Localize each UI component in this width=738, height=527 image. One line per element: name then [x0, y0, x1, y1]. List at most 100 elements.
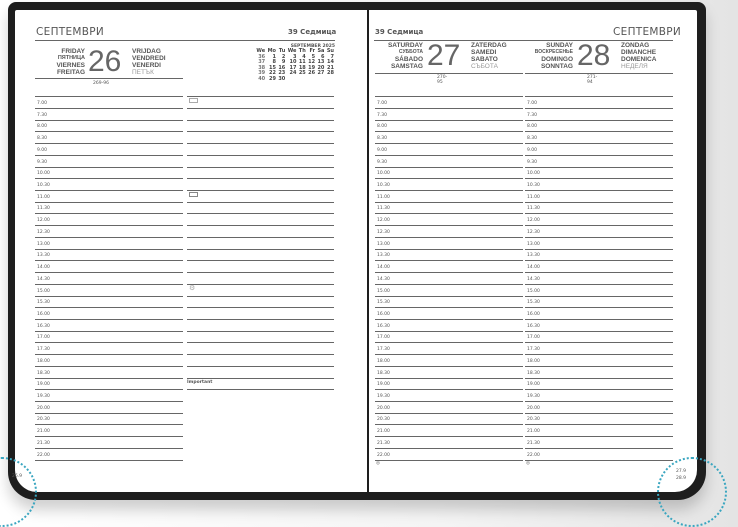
- time-slot-line[interactable]: [375, 412, 523, 414]
- calendar-day[interactable]: [286, 77, 297, 83]
- time-slot-line[interactable]: [375, 190, 523, 192]
- calendar-day[interactable]: [307, 77, 316, 83]
- time-slot-line[interactable]: [35, 213, 183, 215]
- time-slot-line[interactable]: [35, 330, 183, 332]
- time-slot-line[interactable]: [35, 190, 183, 192]
- corner-tab[interactable]: [657, 457, 727, 527]
- time-slot-line[interactable]: [375, 401, 523, 402]
- calendar-day[interactable]: 19: [308, 64, 316, 71]
- time-slot-line[interactable]: [525, 401, 673, 402]
- calendar-day[interactable]: 4: [302, 53, 306, 60]
- time-slot-line[interactable]: [35, 424, 183, 426]
- time-slot-line[interactable]: [187, 295, 334, 297]
- time-slot-line[interactable]: [187, 166, 334, 168]
- calendar-day[interactable]: [325, 77, 335, 83]
- time-slot-line[interactable]: [187, 307, 334, 309]
- time-slot-line[interactable]: [35, 459, 183, 461]
- time-slot-line[interactable]: [35, 307, 183, 309]
- time-slot-line[interactable]: [187, 108, 334, 109]
- time-slot-line[interactable]: [375, 260, 523, 262]
- time-slot-line[interactable]: [525, 108, 673, 109]
- time-slot-line[interactable]: [375, 201, 523, 203]
- calendar-day[interactable]: 16: [278, 64, 286, 71]
- time-slot-line[interactable]: [525, 436, 673, 438]
- calendar-day[interactable]: 8: [272, 59, 276, 65]
- time-slot-line[interactable]: [525, 447, 673, 449]
- time-slot-line[interactable]: [187, 330, 334, 332]
- time-slot-line[interactable]: [525, 119, 673, 121]
- time-slot-line[interactable]: [525, 424, 673, 426]
- time-slot-line[interactable]: [375, 307, 523, 309]
- time-slot-line[interactable]: [375, 236, 523, 238]
- time-slot-line[interactable]: [35, 401, 183, 402]
- time-slot-line[interactable]: [375, 248, 523, 250]
- time-slot-line[interactable]: [187, 119, 334, 121]
- time-slot-line[interactable]: [375, 330, 523, 332]
- time-slot-line[interactable]: [375, 108, 523, 109]
- calendar-day[interactable]: 9: [281, 59, 286, 65]
- time-slot-line[interactable]: [35, 283, 183, 285]
- time-slot-line[interactable]: [187, 225, 334, 227]
- time-slot-line[interactable]: [35, 143, 183, 145]
- time-slot-line[interactable]: [35, 119, 183, 121]
- time-slot-line[interactable]: [525, 131, 673, 133]
- time-slot-line[interactable]: [525, 190, 673, 192]
- time-slot-line[interactable]: [525, 330, 673, 332]
- time-slot-line[interactable]: [525, 283, 673, 285]
- time-slot-line[interactable]: [35, 389, 183, 391]
- calendar-day[interactable]: 7: [330, 53, 334, 60]
- time-slot-line[interactable]: [187, 365, 334, 367]
- time-slot-line[interactable]: [35, 248, 183, 250]
- time-slot-line[interactable]: [35, 201, 183, 203]
- time-slot-line[interactable]: [35, 178, 183, 180]
- time-slot-line[interactable]: [525, 354, 673, 356]
- calendar-day[interactable]: 10: [289, 59, 297, 65]
- time-slot-line[interactable]: [187, 143, 334, 145]
- time-slot-line[interactable]: [187, 213, 334, 215]
- calendar-day[interactable]: 25: [298, 70, 306, 76]
- time-slot-line[interactable]: [35, 108, 183, 109]
- time-slot-line[interactable]: [375, 283, 523, 285]
- time-slot-line[interactable]: [525, 213, 673, 215]
- time-slot-line[interactable]: [375, 225, 523, 227]
- time-slot-line[interactable]: [525, 272, 673, 274]
- calendar-day[interactable]: 11: [298, 59, 306, 65]
- time-slot-line[interactable]: [35, 225, 183, 227]
- time-slot-line[interactable]: [375, 166, 523, 168]
- calendar-day[interactable]: 2: [281, 53, 286, 60]
- time-slot-line[interactable]: [525, 248, 673, 250]
- calendar-day[interactable]: 27: [317, 70, 325, 76]
- calendar-day[interactable]: 21: [327, 64, 334, 71]
- time-slot-line[interactable]: [35, 365, 183, 367]
- time-slot-line[interactable]: [525, 295, 673, 297]
- calendar-day[interactable]: 20: [317, 64, 325, 71]
- time-slot-line[interactable]: [375, 131, 523, 133]
- time-slot-line[interactable]: [187, 283, 334, 285]
- time-slot-line[interactable]: [35, 272, 183, 274]
- calendar-day[interactable]: 5: [311, 53, 316, 60]
- calendar-day[interactable]: 24: [289, 70, 297, 76]
- calendar-day[interactable]: 13: [317, 59, 325, 65]
- time-slot-line[interactable]: [187, 178, 334, 180]
- time-slot-line[interactable]: [525, 178, 673, 180]
- calendar-day[interactable]: 30: [278, 75, 286, 82]
- time-slot-line[interactable]: [35, 154, 183, 156]
- time-slot-line[interactable]: [35, 236, 183, 238]
- time-slot-line[interactable]: [525, 166, 673, 168]
- time-slot-line[interactable]: [375, 143, 523, 145]
- time-slot-line[interactable]: [375, 377, 523, 379]
- time-slot-line[interactable]: [35, 377, 183, 379]
- corner-tab[interactable]: [0, 457, 37, 527]
- time-slot-line[interactable]: [35, 260, 183, 262]
- time-slot-line[interactable]: [375, 424, 523, 426]
- time-slot-line[interactable]: [375, 272, 523, 274]
- time-slot-line[interactable]: [187, 377, 334, 379]
- time-slot-line[interactable]: [35, 354, 183, 356]
- time-slot-line[interactable]: [375, 213, 523, 215]
- time-slot-line[interactable]: [525, 201, 673, 203]
- time-slot-line[interactable]: [375, 354, 523, 356]
- time-slot-line[interactable]: [187, 190, 334, 192]
- time-slot-line[interactable]: [35, 131, 183, 133]
- time-slot-line[interactable]: [35, 342, 183, 344]
- time-slot-line[interactable]: [187, 318, 334, 320]
